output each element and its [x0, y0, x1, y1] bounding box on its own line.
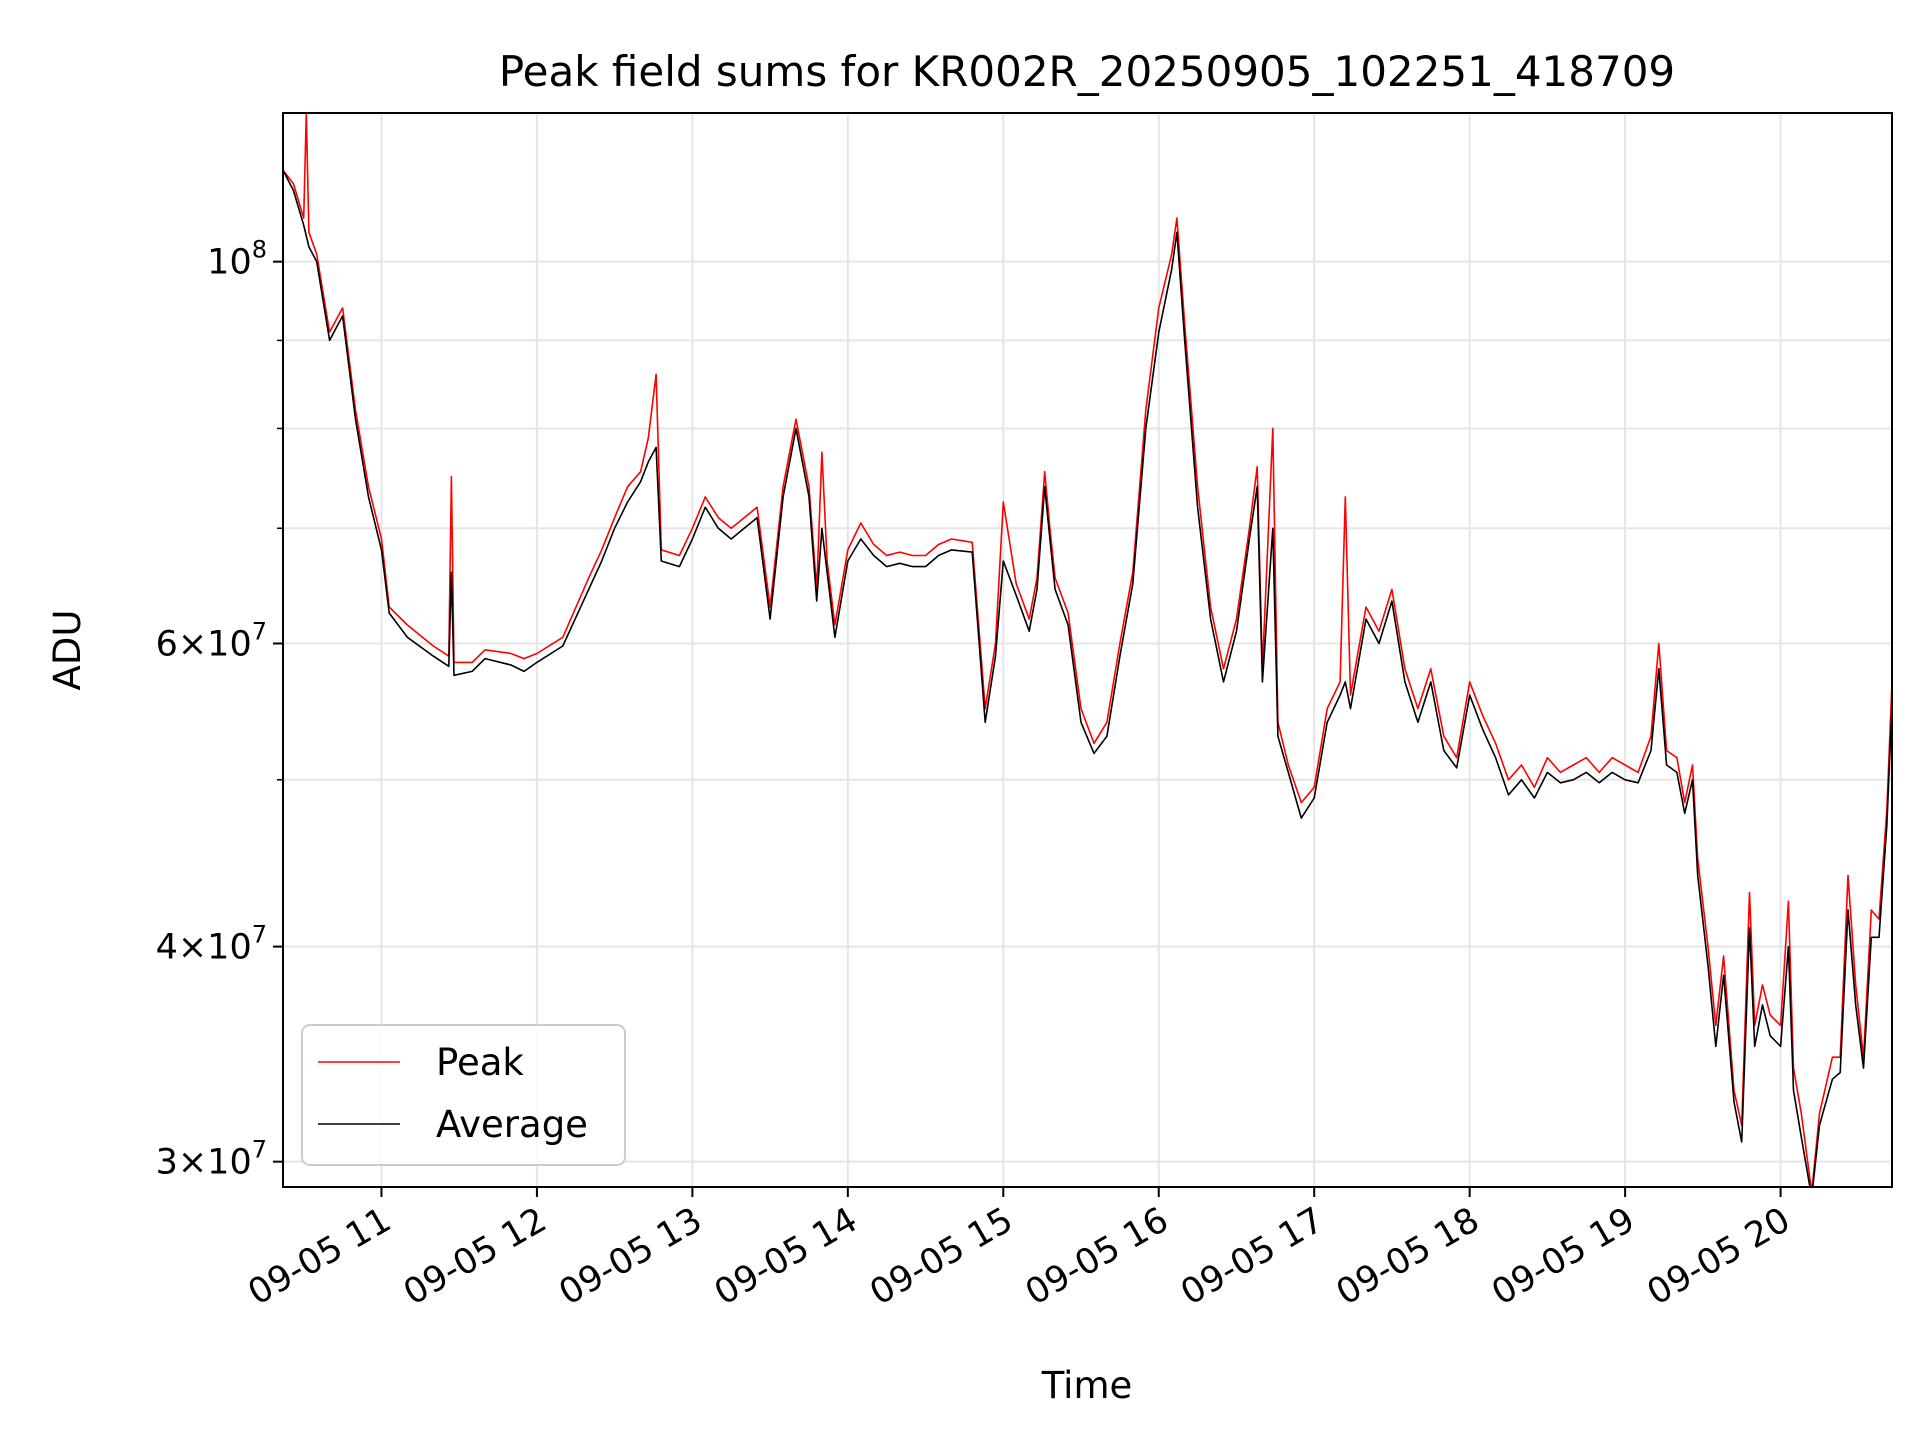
legend-box: [301, 1024, 626, 1166]
legend: Peak Average: [301, 1024, 626, 1166]
plot-frame: [282, 112, 1893, 1188]
y-tick-label: 108: [207, 236, 267, 283]
chart-title: Peak field sums for KR002R_20250905_1022…: [499, 47, 1675, 96]
series-line-average: [283, 169, 1892, 1187]
y-tick-label: 4×107: [156, 921, 267, 968]
grid: [283, 113, 1892, 1187]
y-tick-label: 6×107: [156, 618, 267, 665]
y-axis-label: ADU: [46, 610, 89, 691]
x-axis-label: Time: [1041, 1364, 1133, 1407]
legend-label-peak: Peak: [436, 1041, 524, 1084]
y-tick-label: 3×107: [156, 1136, 267, 1183]
y-axis: 3×107 4×107 6×107 108: [156, 236, 283, 1183]
series-layer: [283, 113, 1892, 1187]
series-line-peak: [283, 113, 1892, 1187]
legend-label-average: Average: [436, 1103, 588, 1146]
